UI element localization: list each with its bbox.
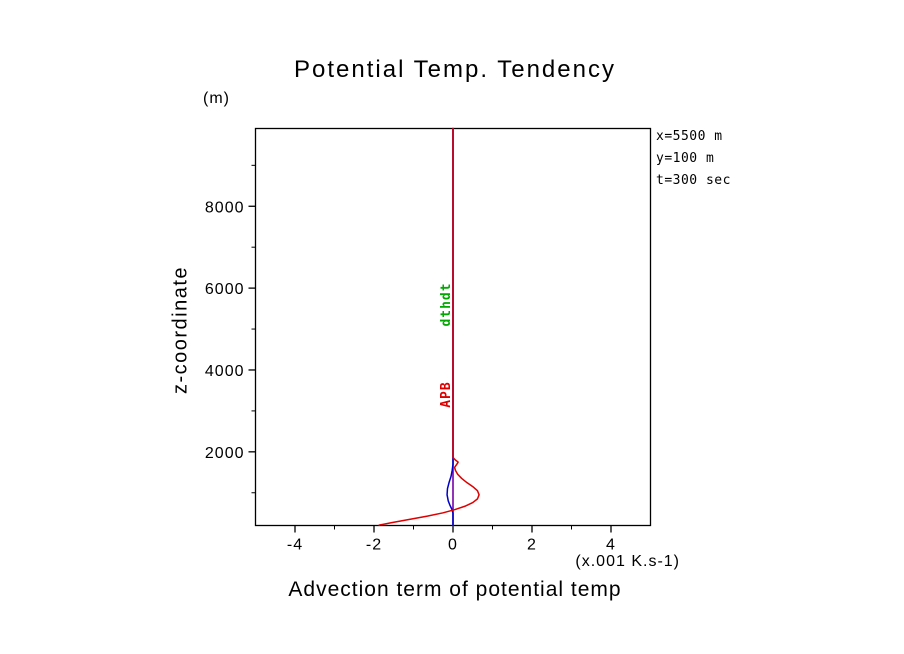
x-tick-label: -2: [366, 537, 382, 554]
annotation-x: x=5500 m: [656, 129, 723, 144]
red-profile-line: [378, 127, 480, 526]
x-axis-unit: (x.001 K.s-1): [575, 553, 680, 570]
curve-label-dthdt: dthdt: [439, 282, 454, 326]
x-tick-label: 4: [606, 537, 616, 554]
x-tick-label: -4: [287, 537, 303, 554]
y-axis-unit: (m): [203, 90, 230, 107]
x-tick-label: 0: [448, 537, 458, 554]
curve-label-APB: APB: [439, 381, 454, 407]
chart-title: Potential Temp. Tendency: [294, 56, 616, 83]
y-tick-label: 2000: [205, 445, 245, 462]
slice-annotations: x=5500 m y=100 m t=300 sec: [656, 126, 731, 192]
x-tick-label: 2: [527, 537, 537, 554]
annotation-t: t=300 sec: [656, 173, 731, 188]
y-tick-label: 6000: [205, 281, 245, 298]
annotation-y: y=100 m: [656, 151, 715, 166]
y-tick-label: 8000: [205, 199, 245, 216]
y-tick-label: 4000: [205, 363, 245, 380]
x-axis-label: Advection term of potential temp: [288, 578, 622, 601]
